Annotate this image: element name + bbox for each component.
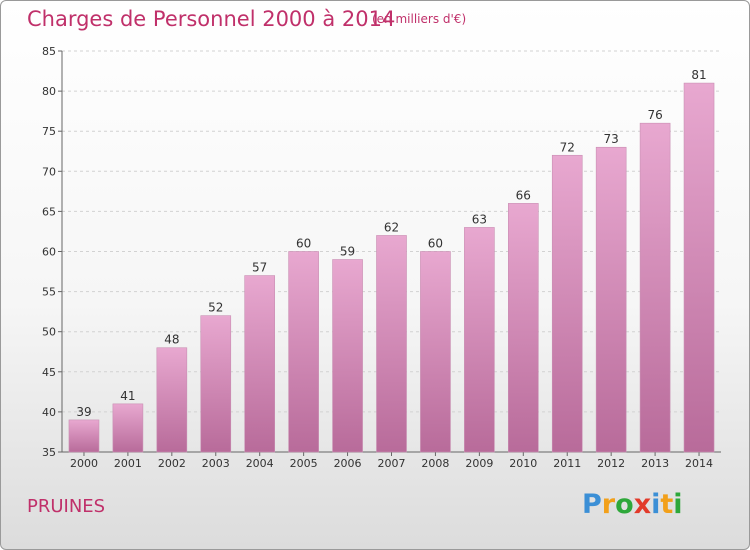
bar-value-label: 72 <box>560 140 575 154</box>
y-tick-label: 60 <box>42 246 56 259</box>
y-tick-label: 35 <box>42 446 56 459</box>
x-tick-label: 2010 <box>509 457 537 470</box>
logo-letter: t <box>660 489 674 520</box>
bar <box>639 122 671 453</box>
bar-value-label: 59 <box>340 245 355 259</box>
y-tick-label: 50 <box>42 326 56 339</box>
bar-value-label: 39 <box>76 405 91 419</box>
y-tick-label: 75 <box>42 125 56 138</box>
x-tick-label: 2009 <box>465 457 493 470</box>
bar-value-label: 52 <box>208 301 223 315</box>
bar-value-label: 60 <box>428 237 443 251</box>
x-tick-label: 2005 <box>290 457 318 470</box>
bar <box>288 251 319 453</box>
bar <box>507 203 539 453</box>
bar-value-label: 48 <box>164 333 179 347</box>
y-tick-label: 70 <box>42 165 56 178</box>
bars <box>68 82 715 453</box>
bar-value-label: 73 <box>604 132 619 146</box>
logo-letter: x <box>633 489 652 520</box>
y-tick-label: 45 <box>42 366 56 379</box>
x-tick-label: 2001 <box>114 457 142 470</box>
bar <box>420 251 451 453</box>
logo-letter: o <box>615 489 634 520</box>
x-tick-label: 2008 <box>421 457 449 470</box>
proxiti-logo: Proxiti <box>582 489 683 520</box>
x-tick-label: 2002 <box>158 457 186 470</box>
logo-letter: P <box>582 489 602 520</box>
x-tick-label: 2012 <box>597 457 625 470</box>
commune-name: PRUINES <box>27 496 106 517</box>
bar <box>551 154 583 453</box>
bar <box>156 347 188 453</box>
bar <box>376 235 407 453</box>
bar <box>464 227 495 453</box>
logo-letter: i <box>673 489 683 520</box>
bar <box>112 403 144 453</box>
chart-title: Charges de Personnel 2000 à 2014 <box>27 7 396 31</box>
bar <box>200 315 232 453</box>
bar-value-label: 63 <box>472 212 487 226</box>
x-tick-label: 2007 <box>378 457 406 470</box>
bar <box>595 146 627 453</box>
x-tick-label: 2013 <box>641 457 669 470</box>
bar-value-label: 66 <box>516 188 531 202</box>
x-tick-label: 2003 <box>202 457 230 470</box>
y-tick-label: 65 <box>42 205 56 218</box>
logo-letter: i <box>651 489 661 520</box>
x-tick-label: 2011 <box>553 457 581 470</box>
x-tick-label: 2004 <box>246 457 274 470</box>
chart-subtitle: (en milliers d'€) <box>372 12 467 26</box>
x-tick-label: 2006 <box>334 457 362 470</box>
bar-value-label: 41 <box>120 389 135 403</box>
bar-value-label: 81 <box>691 68 706 82</box>
bar-value-label: 62 <box>384 220 399 234</box>
y-tick-label: 85 <box>42 45 56 58</box>
bar-value-label: 60 <box>296 237 311 251</box>
bar-value-label: 76 <box>647 108 662 122</box>
bar <box>244 275 275 453</box>
y-tick-label: 80 <box>42 85 56 98</box>
bar-value-label: 57 <box>252 261 267 275</box>
bar <box>68 419 100 453</box>
bar <box>683 82 715 453</box>
bar <box>332 259 363 453</box>
logo-letter: r <box>601 489 616 520</box>
labels: 35 40 45 50 55 60 65 70 75 80 85 39 2000 41 2001 48 2002… <box>42 45 713 470</box>
y-tick-label: 55 <box>42 286 56 299</box>
x-tick-label: 2014 <box>685 457 713 470</box>
x-tick-label: 2000 <box>70 457 98 470</box>
y-tick-label: 40 <box>42 406 56 419</box>
